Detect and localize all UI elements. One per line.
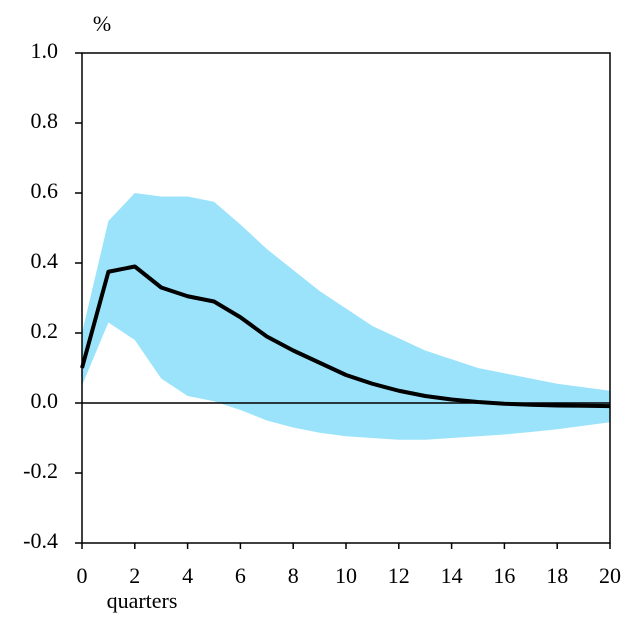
- x-tick-label: 4: [182, 563, 193, 588]
- confidence-band: [82, 193, 610, 440]
- x-tick-label: 8: [288, 563, 299, 588]
- y-axis-label: %: [93, 11, 111, 36]
- y-tick-label: 0.6: [31, 178, 59, 203]
- y-tick-label: 0.0: [31, 388, 59, 413]
- y-tick-label: 0.4: [31, 248, 59, 273]
- x-tick-label: 0: [77, 563, 88, 588]
- y-tick-label: 0.8: [31, 108, 59, 133]
- y-tick-label: -0.4: [23, 528, 58, 553]
- x-tick-label: 18: [546, 563, 568, 588]
- y-tick-label: -0.2: [23, 458, 58, 483]
- x-tick-label: 14: [441, 563, 463, 588]
- x-tick-label: 6: [235, 563, 246, 588]
- y-tick-label: 1.0: [31, 38, 59, 63]
- x-tick-label: 2: [129, 563, 140, 588]
- x-tick-label: 12: [388, 563, 410, 588]
- line: [80, 264, 611, 409]
- y-tick-label: 0.2: [31, 318, 59, 343]
- x-tick-label: 10: [335, 563, 357, 588]
- x-axis-label: quarters: [107, 588, 178, 613]
- x-tick-label: 20: [599, 563, 621, 588]
- x-tick-label: 16: [493, 563, 515, 588]
